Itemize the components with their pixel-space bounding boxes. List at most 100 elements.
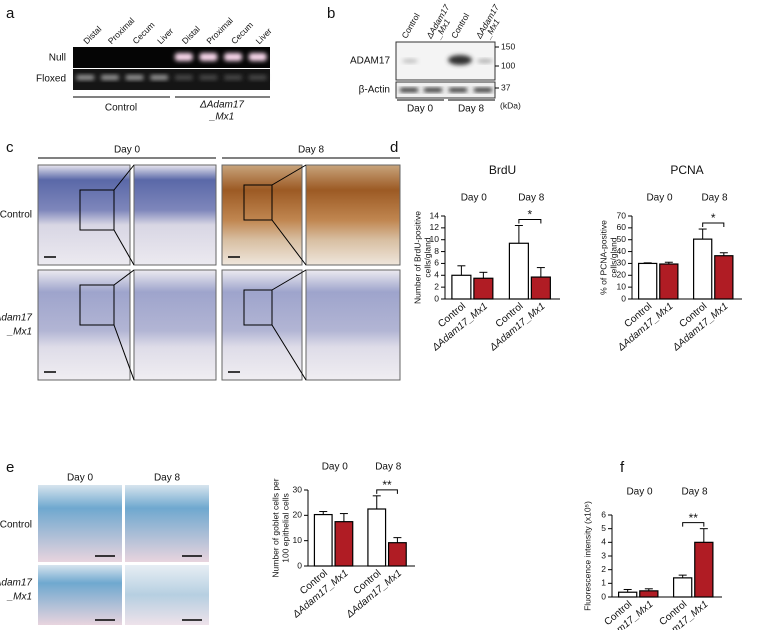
histology-zoom — [305, 164, 401, 266]
scale-bars — [44, 256, 240, 373]
lane-label: Distal — [180, 24, 202, 46]
y-tick-label: 5 — [601, 523, 606, 533]
day-label: Day 0 — [114, 145, 141, 156]
marker-ticks — [495, 46, 499, 89]
band — [448, 55, 472, 65]
row-label: ADAM17 — [350, 56, 390, 67]
bar — [508, 242, 529, 300]
bar — [637, 262, 658, 300]
row-label: Control — [0, 520, 32, 531]
y-tick-label: 50 — [617, 234, 627, 244]
y-tick-label: 14 — [430, 210, 440, 220]
panel-letter: c — [6, 139, 14, 156]
unit-label: (kDa) — [500, 100, 521, 110]
bar — [313, 513, 333, 567]
band — [477, 59, 493, 63]
group-label: _Mx1 — [209, 112, 234, 123]
band — [248, 53, 267, 61]
row-label: _Mx1 — [7, 327, 32, 338]
panel-letter: b — [327, 5, 335, 22]
gel-floxed-row — [73, 69, 270, 90]
band — [174, 53, 193, 61]
lane-label: Control — [399, 11, 421, 40]
significance-bracket — [682, 522, 705, 527]
lane-label: Liver — [254, 26, 274, 46]
category-label: Day 0 — [626, 487, 653, 498]
bar — [714, 255, 734, 300]
error-bar — [536, 267, 545, 278]
significance-bracket — [376, 489, 398, 494]
category-label: Day 8 — [701, 193, 728, 204]
lane-label: Control — [449, 11, 471, 40]
band — [100, 75, 119, 80]
y-tick-label: 40 — [617, 246, 627, 256]
lane-label: Distal — [81, 24, 103, 46]
y-tick-label: 4 — [601, 537, 606, 547]
error-bar — [457, 265, 466, 276]
y-tick-label: 12 — [430, 222, 440, 232]
y-tick-label: 20 — [617, 270, 627, 280]
alcian-image — [125, 485, 209, 562]
bar — [334, 521, 354, 567]
panel-letter: f — [620, 459, 625, 476]
band — [402, 59, 418, 63]
bar — [473, 277, 494, 300]
group-label: Control — [105, 103, 137, 114]
y-tick-label: 0 — [621, 293, 626, 303]
y-tick-label: 60 — [617, 222, 627, 232]
y-tick-label: 20 — [293, 510, 303, 520]
bar — [451, 274, 472, 300]
y-axis-label: cells/gland — [608, 237, 618, 277]
significance-bracket — [702, 222, 725, 228]
y-axis-label: Fluorescence intensity (x10⁵) — [582, 501, 592, 611]
scale-bars — [95, 555, 202, 621]
y-axis-label: cells/gland — [422, 237, 432, 277]
alcian-image — [38, 485, 122, 562]
bar — [694, 541, 714, 598]
error-bar — [644, 588, 653, 591]
marker-label: 150 — [501, 41, 515, 51]
category-label: Day 8 — [681, 487, 708, 498]
band — [125, 75, 144, 80]
band — [199, 53, 218, 61]
day-label: Day 8 — [154, 473, 181, 484]
bar — [692, 238, 713, 300]
marker-label: 37 — [501, 82, 511, 92]
bar — [530, 276, 551, 300]
row-label: Control — [0, 210, 32, 221]
static-layer — [37, 41, 499, 625]
category-label: Day 0 — [646, 193, 673, 204]
band — [224, 75, 243, 80]
panel-letter: d — [390, 139, 398, 156]
y-tick-label: 70 — [617, 210, 627, 220]
row-label: Null — [49, 53, 66, 64]
category-label: Day 0 — [322, 462, 349, 473]
error-bar — [319, 511, 328, 515]
y-tick-label: 30 — [617, 258, 627, 268]
row-label: ΔAdam17 — [0, 313, 32, 324]
histology-zoom — [133, 269, 217, 381]
lane-label: Liver — [155, 26, 175, 46]
alcian-image — [125, 565, 209, 625]
panel-letter: e — [6, 459, 14, 476]
bar — [367, 508, 387, 567]
bar — [617, 591, 638, 598]
histology-image — [37, 164, 131, 266]
y-tick-label: 3 — [601, 550, 606, 560]
actin-bands — [400, 88, 492, 92]
y-axis-label: 100 epithelial cells — [280, 493, 290, 562]
error-bar — [339, 513, 348, 522]
error-bar — [623, 588, 632, 593]
histology-zoom — [305, 269, 401, 381]
y-tick-label: 0 — [434, 293, 439, 303]
category-label: Day 0 — [461, 193, 488, 204]
y-axis-label: Number of BrdU-positive — [412, 211, 422, 304]
bar — [387, 542, 407, 567]
y-tick-label: 2 — [434, 281, 439, 291]
error-bar — [393, 537, 402, 543]
y-axis-label: % of PCNA-positive — [598, 220, 608, 295]
y-tick-label: 2 — [601, 564, 606, 574]
gel-null-row — [73, 47, 270, 68]
significance-label: ** — [689, 511, 699, 525]
error-bar — [372, 495, 381, 509]
